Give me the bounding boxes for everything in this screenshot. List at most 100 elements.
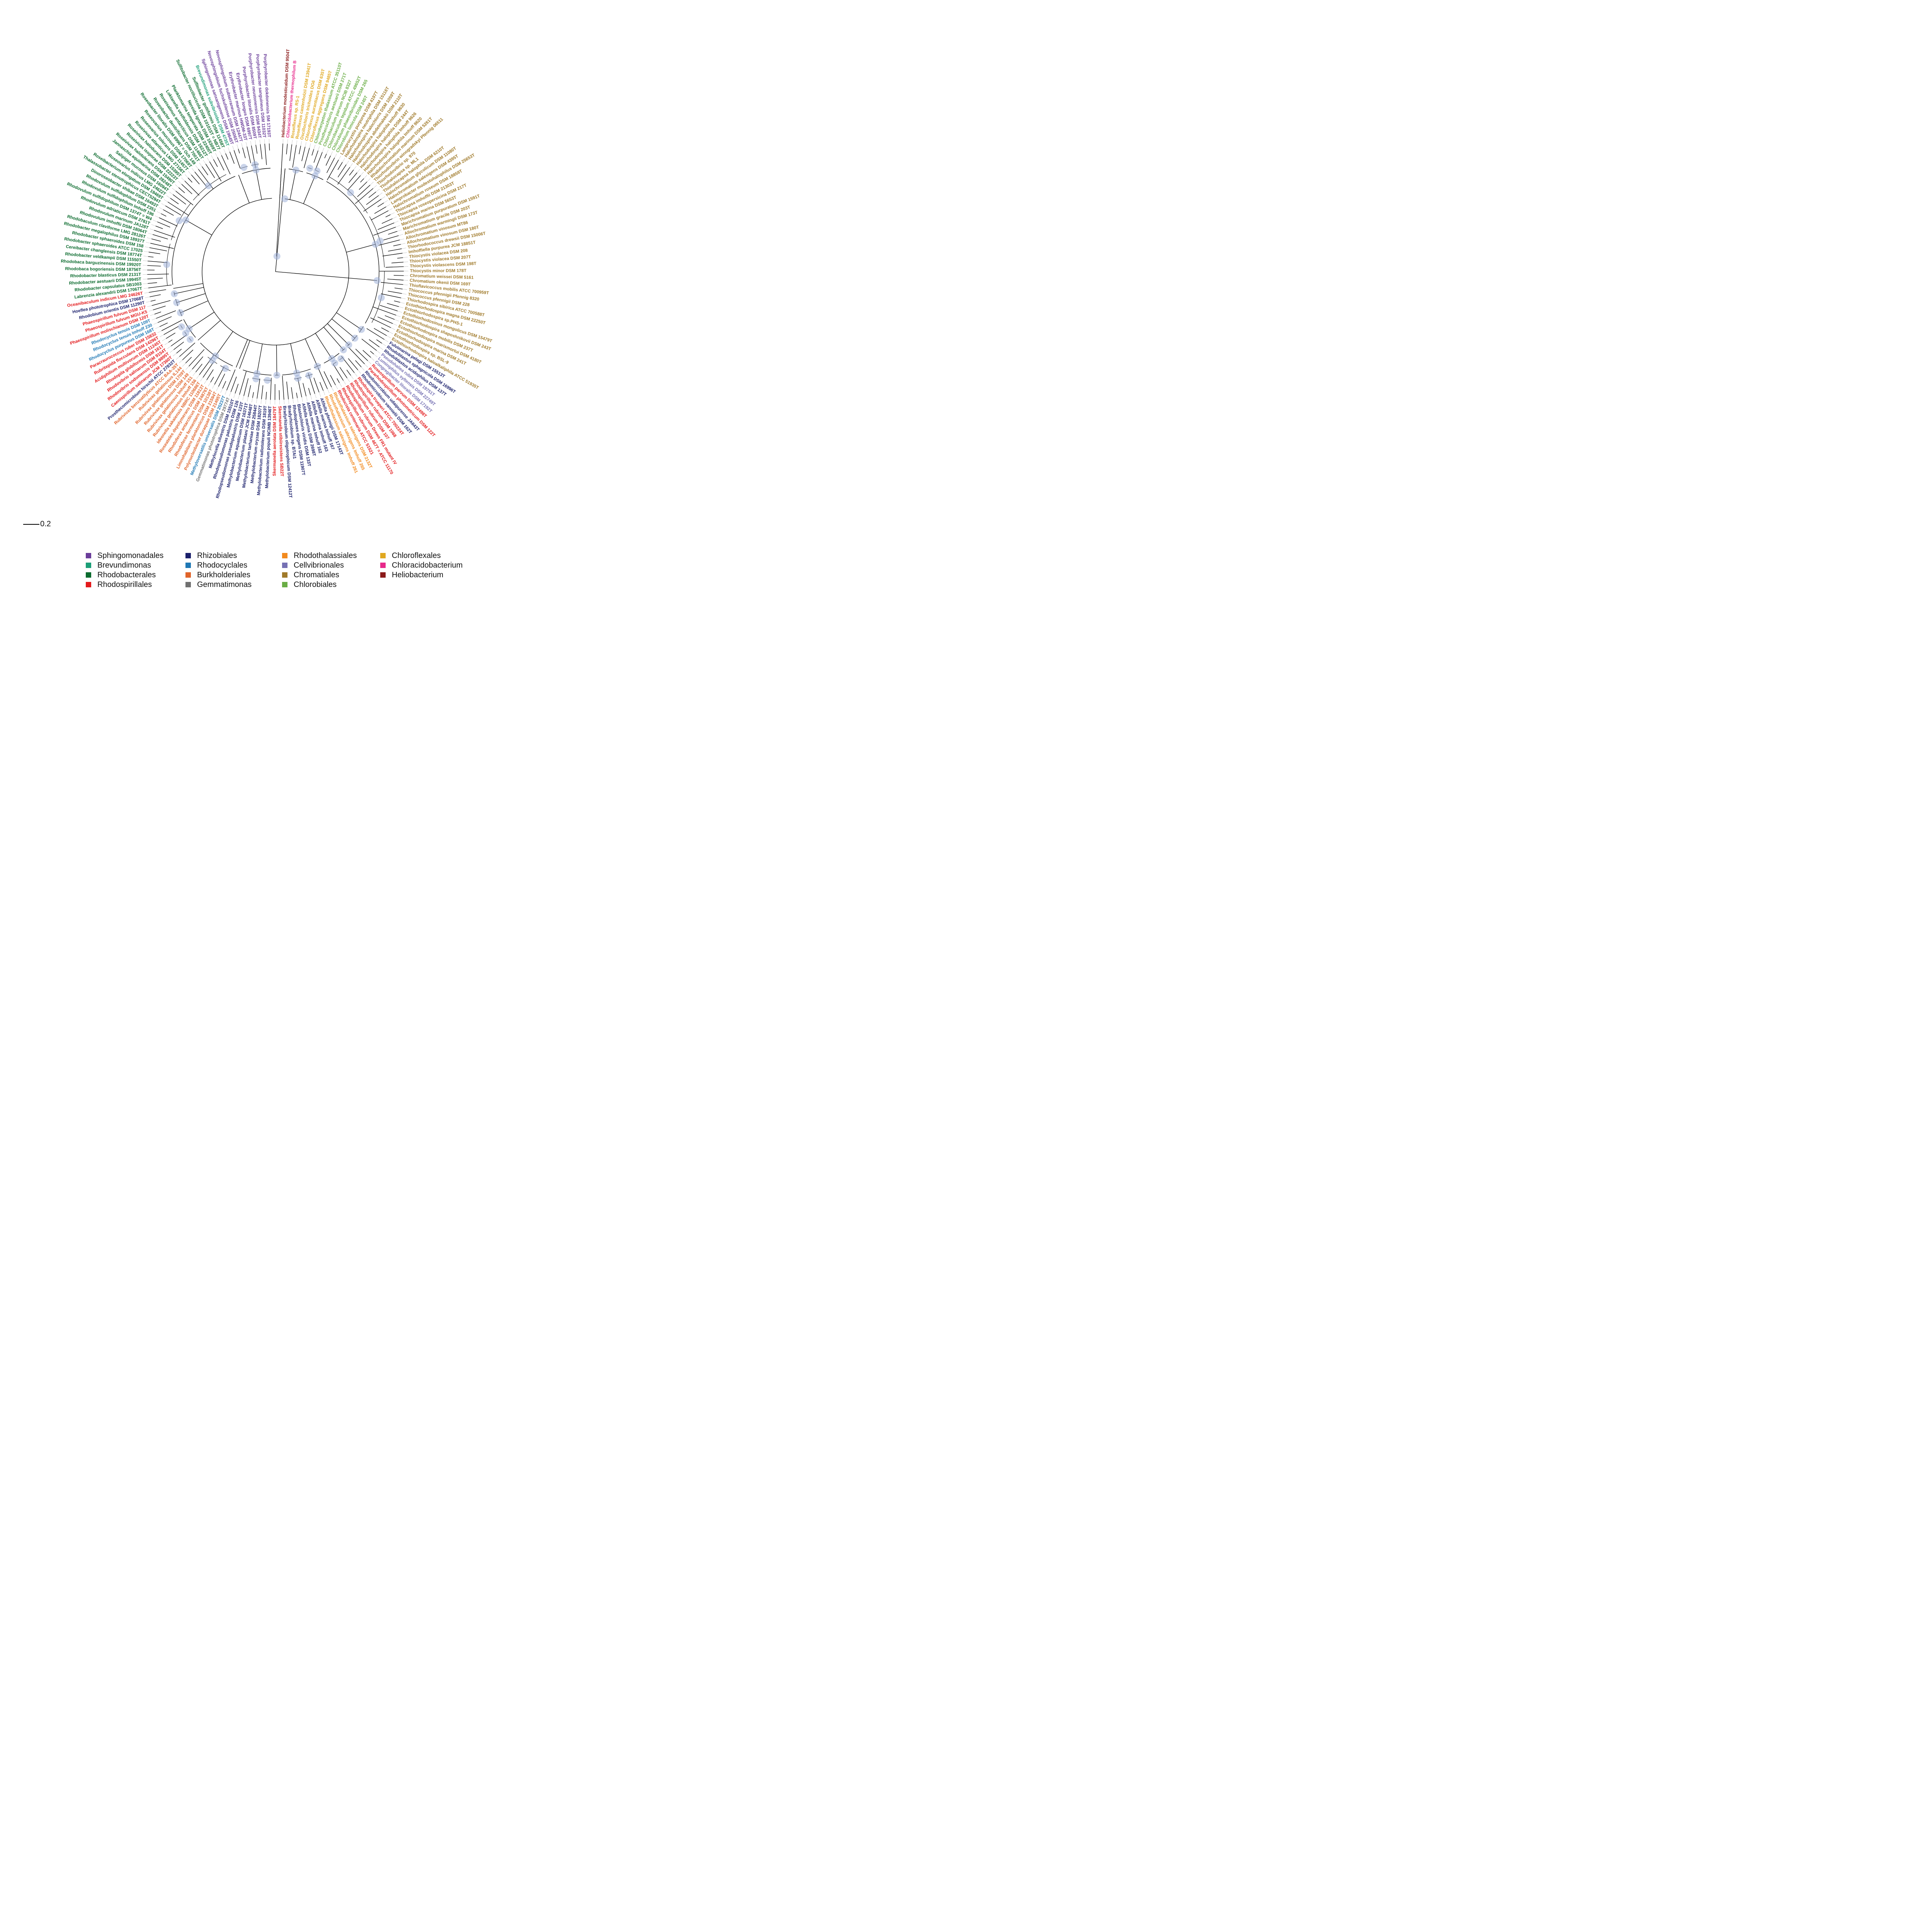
taxon-label: Skermanella aerolata DSM 18479T [272, 406, 277, 476]
leaf-branch [366, 328, 385, 340]
leader-line [207, 157, 210, 162]
leader-line [361, 367, 365, 371]
leaf-branch [359, 181, 367, 190]
leaf-branch [229, 151, 235, 164]
leader-line [202, 160, 206, 164]
leaf-branch [238, 149, 240, 153]
leaf-branch [179, 342, 196, 357]
leader-line [236, 144, 238, 149]
legend-swatch [282, 553, 287, 558]
leaf-branch [323, 371, 332, 387]
leaf-branch [337, 162, 343, 170]
leader-line [400, 238, 405, 240]
leader-line [219, 150, 222, 155]
leader-line [181, 177, 185, 181]
leaf-branch [378, 240, 400, 246]
leader-line [196, 375, 199, 379]
leaf-branch [349, 172, 357, 183]
leaf-branch [325, 155, 331, 166]
clade-branch [276, 168, 282, 257]
leader-line [361, 172, 364, 175]
leaf-branch [196, 364, 202, 372]
clade-branch [185, 219, 212, 235]
clade-branch [174, 287, 204, 294]
leader-line [184, 174, 188, 178]
bootstrap-node [293, 369, 300, 377]
leaf-branch [173, 342, 184, 350]
leader-line [335, 153, 337, 158]
leader-line [149, 228, 154, 230]
leader-line [164, 342, 168, 345]
leaf-branch [173, 194, 186, 205]
leader-line [238, 395, 240, 400]
leader-line [400, 302, 405, 304]
bootstrap-node [314, 363, 321, 370]
clade-branch [177, 293, 206, 303]
leaf-branch [377, 202, 384, 207]
leader-line [388, 208, 393, 211]
leader-line [182, 363, 185, 367]
leader-line [172, 353, 177, 357]
leaf-branch [230, 376, 237, 392]
leaf-branch [338, 164, 347, 177]
leader-line [151, 318, 156, 321]
leader-line [389, 332, 394, 334]
clade-branch [197, 320, 221, 341]
leaf-branch [291, 387, 293, 399]
leader-line [151, 224, 155, 226]
leader-line [327, 389, 330, 394]
leader-line [145, 297, 150, 298]
leader-line [216, 387, 219, 391]
taxon-label: Rhodobacter blasticus DSM 2131T [70, 272, 141, 279]
leader-line [403, 289, 408, 290]
leader-line [322, 147, 325, 152]
leader-line [364, 364, 368, 368]
leader-line [212, 384, 214, 389]
scale-bar-label: 0.2 [40, 520, 51, 528]
leaf-branch [252, 392, 254, 398]
leader-line [247, 397, 248, 402]
bootstrap-node [171, 290, 178, 298]
leader-line [399, 306, 404, 308]
leaf-branch [369, 339, 380, 347]
leader-line [167, 346, 171, 349]
bootstrap-node [252, 166, 260, 173]
bootstrap-node [163, 261, 170, 268]
leader-line [382, 343, 386, 346]
leader-line [404, 280, 409, 281]
leaf-branch [387, 279, 404, 281]
leaf-branch [182, 349, 194, 361]
leader-line [250, 141, 252, 146]
leaf-branch [147, 265, 161, 267]
leader-line [169, 350, 173, 353]
leaf-branch [184, 180, 200, 196]
leaf-branch [383, 235, 399, 240]
leaf-branch [248, 385, 251, 397]
leader-line [153, 322, 158, 325]
legend-label: Gemmatimonas [197, 580, 252, 589]
taxon-label: Chromatium weissei DSM 5161 [410, 274, 474, 280]
legend-label: Burkholderiales [197, 570, 250, 579]
bootstrap-node [240, 164, 248, 171]
leader-line [358, 370, 361, 374]
leader-line [347, 378, 350, 383]
leader-line [157, 330, 162, 333]
leader-line [208, 382, 211, 387]
leaf-branch [167, 202, 189, 216]
leader-line [310, 395, 312, 400]
bootstrap-node [273, 253, 281, 260]
bootstrap-node [205, 182, 212, 189]
leader-line [342, 158, 345, 162]
clade-branch [327, 323, 349, 345]
leaf-branch [168, 339, 173, 343]
leaf-branch [299, 146, 301, 155]
leader-line [393, 216, 397, 219]
leaf-branch [213, 159, 218, 167]
leaf-branch [270, 378, 272, 400]
bootstrap-node [305, 372, 313, 379]
leader-line [143, 287, 148, 289]
leaf-branch [289, 144, 292, 161]
legend-item: Rhodospirillales [86, 580, 152, 589]
clade-branch [332, 318, 355, 338]
leaf-branch [361, 338, 377, 351]
